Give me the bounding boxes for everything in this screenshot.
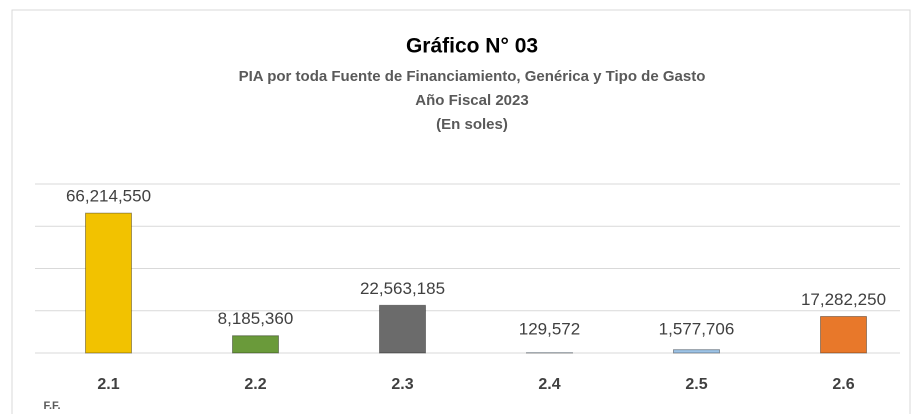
x-tick-label: 2.5	[685, 376, 707, 393]
chart-frame	[11, 9, 911, 414]
data-label: 66,214,550	[66, 187, 151, 206]
data-label: 8,185,360	[218, 309, 294, 328]
bar	[379, 304, 426, 354]
x-axis-label: F.F.	[43, 400, 60, 412]
bar	[85, 212, 132, 354]
chart-subtitle: Año Fiscal 2023	[415, 92, 528, 109]
data-label: 17,282,250	[801, 290, 886, 309]
chart-title: Gráfico N° 03	[406, 35, 538, 58]
x-tick-label: 2.4	[538, 376, 560, 393]
data-label: 1,577,706	[659, 319, 735, 338]
bar	[673, 349, 720, 354]
bar	[232, 335, 279, 354]
x-tick-label: 2.6	[832, 376, 854, 393]
data-label: 129,572	[519, 319, 580, 338]
chart-subtitle: PIA por toda Fuente de Financiamiento, G…	[239, 68, 706, 85]
x-tick-label: 2.3	[391, 376, 413, 393]
data-label: 22,563,185	[360, 279, 445, 298]
bar	[820, 315, 867, 354]
x-tick-label: 2.2	[244, 376, 266, 393]
x-tick-label: 2.1	[97, 376, 119, 393]
chart-subtitle: (En soles)	[436, 116, 508, 133]
